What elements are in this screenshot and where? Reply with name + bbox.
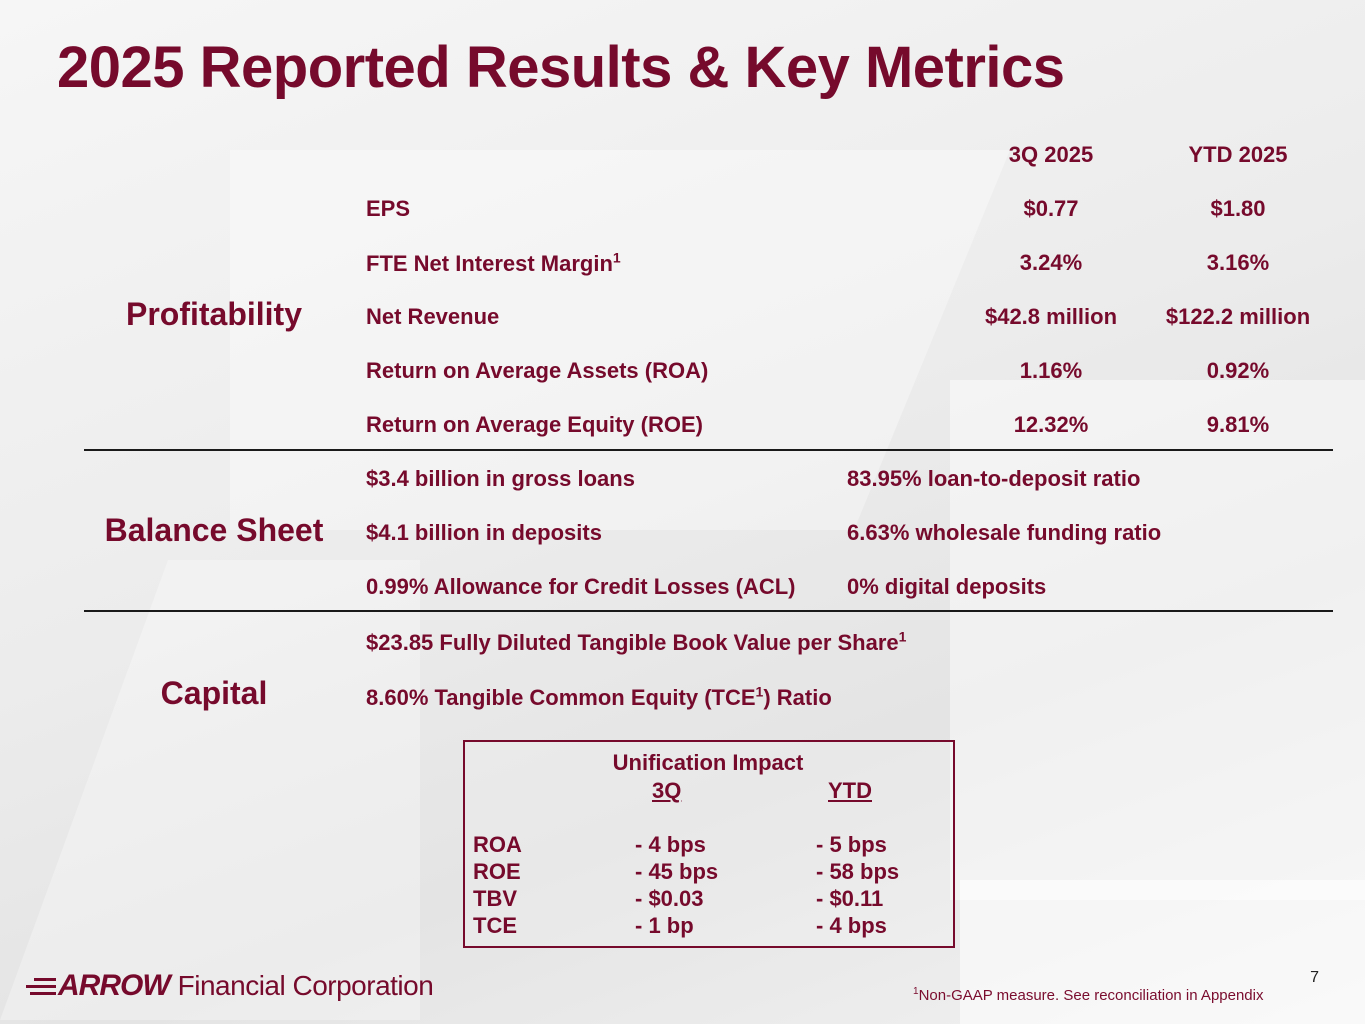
section-divider — [84, 449, 1333, 451]
footnote-marker: 1 — [755, 683, 764, 700]
logo-subtitle: Financial Corporation — [177, 970, 434, 1001]
background-facet — [0, 560, 420, 1020]
metric-value-3q: $0.77 — [1023, 196, 1079, 221]
balance-item: $4.1 billion in deposits — [366, 520, 602, 545]
column-header-ytd: YTD 2025 — [1188, 142, 1288, 167]
metric-value-ytd: 0.92% — [1206, 358, 1270, 383]
unification-impact-box: Unification Impact 3Q YTD ROA - 4 bps - … — [463, 740, 955, 948]
column-header-3q: 3Q 2025 — [1008, 142, 1094, 167]
metric-value-3q: 1.16% — [1019, 358, 1083, 383]
balance-item: 83.95% loan-to-deposit ratio — [847, 466, 1141, 491]
page-number: 7 — [1310, 969, 1319, 986]
background-facet — [960, 880, 1365, 1024]
background-facet — [950, 380, 1365, 900]
arrow-mark-icon — [26, 973, 56, 999]
metric-label-roe: Return on Average Equity (ROE) — [366, 412, 703, 437]
unification-column-ytd: YTD — [828, 778, 872, 803]
page-title: 2025 Reported Results & Key Metrics — [57, 35, 1065, 100]
metric-value-ytd: $122.2 million — [1165, 304, 1311, 329]
unification-row: TCE - 1 bp - 4 bps — [473, 913, 887, 938]
logo-wordmark: ARROW — [58, 969, 171, 1002]
footnote: 1Non-GAAP measure. See reconciliation in… — [913, 986, 1264, 1005]
metric-label-net-revenue: Net Revenue — [366, 304, 500, 329]
metric-value-ytd: $1.80 — [1210, 196, 1266, 221]
metric-label-nim: FTE Net Interest Margin1 — [366, 249, 621, 276]
metric-label-roa: Return on Average Assets (ROA) — [366, 358, 709, 383]
section-label-profitability: Profitability — [125, 296, 302, 332]
unification-row: ROA - 4 bps - 5 bps — [473, 832, 887, 857]
metric-value-ytd: 3.16% — [1206, 250, 1270, 275]
unification-row: TBV - $0.03 - $0.11 — [473, 886, 884, 911]
balance-item: 0% digital deposits — [847, 574, 1047, 599]
unification-column-3q: 3Q — [652, 778, 682, 803]
metric-label-eps: EPS — [366, 196, 411, 221]
unification-row: ROE - 45 bps - 58 bps — [473, 859, 900, 884]
footnote-marker: 1 — [612, 249, 621, 266]
section-label-balance-sheet: Balance Sheet — [104, 512, 324, 548]
section-label-capital: Capital — [160, 675, 268, 711]
metric-value-ytd: 9.81% — [1206, 412, 1270, 437]
unification-title: Unification Impact — [612, 750, 804, 775]
balance-item: 6.63% wholesale funding ratio — [847, 520, 1162, 545]
capital-tbv: $23.85 Fully Diluted Tangible Book Value… — [366, 628, 907, 655]
metric-value-3q: $42.8 million — [984, 304, 1118, 329]
arrow-logo: ARROW Financial Corporation — [26, 969, 434, 1002]
background-facet — [230, 150, 1010, 530]
section-divider — [84, 610, 1333, 612]
capital-tce: 8.60% Tangible Common Equity (TCE1) Rati… — [366, 683, 832, 710]
metric-value-3q: 12.32% — [1013, 412, 1089, 437]
balance-item: 0.99% Allowance for Credit Losses (ACL) — [366, 574, 796, 599]
balance-item: $3.4 billion in gross loans — [366, 466, 635, 491]
metric-value-3q: 3.24% — [1019, 250, 1083, 275]
footnote-marker: 1 — [898, 628, 907, 645]
